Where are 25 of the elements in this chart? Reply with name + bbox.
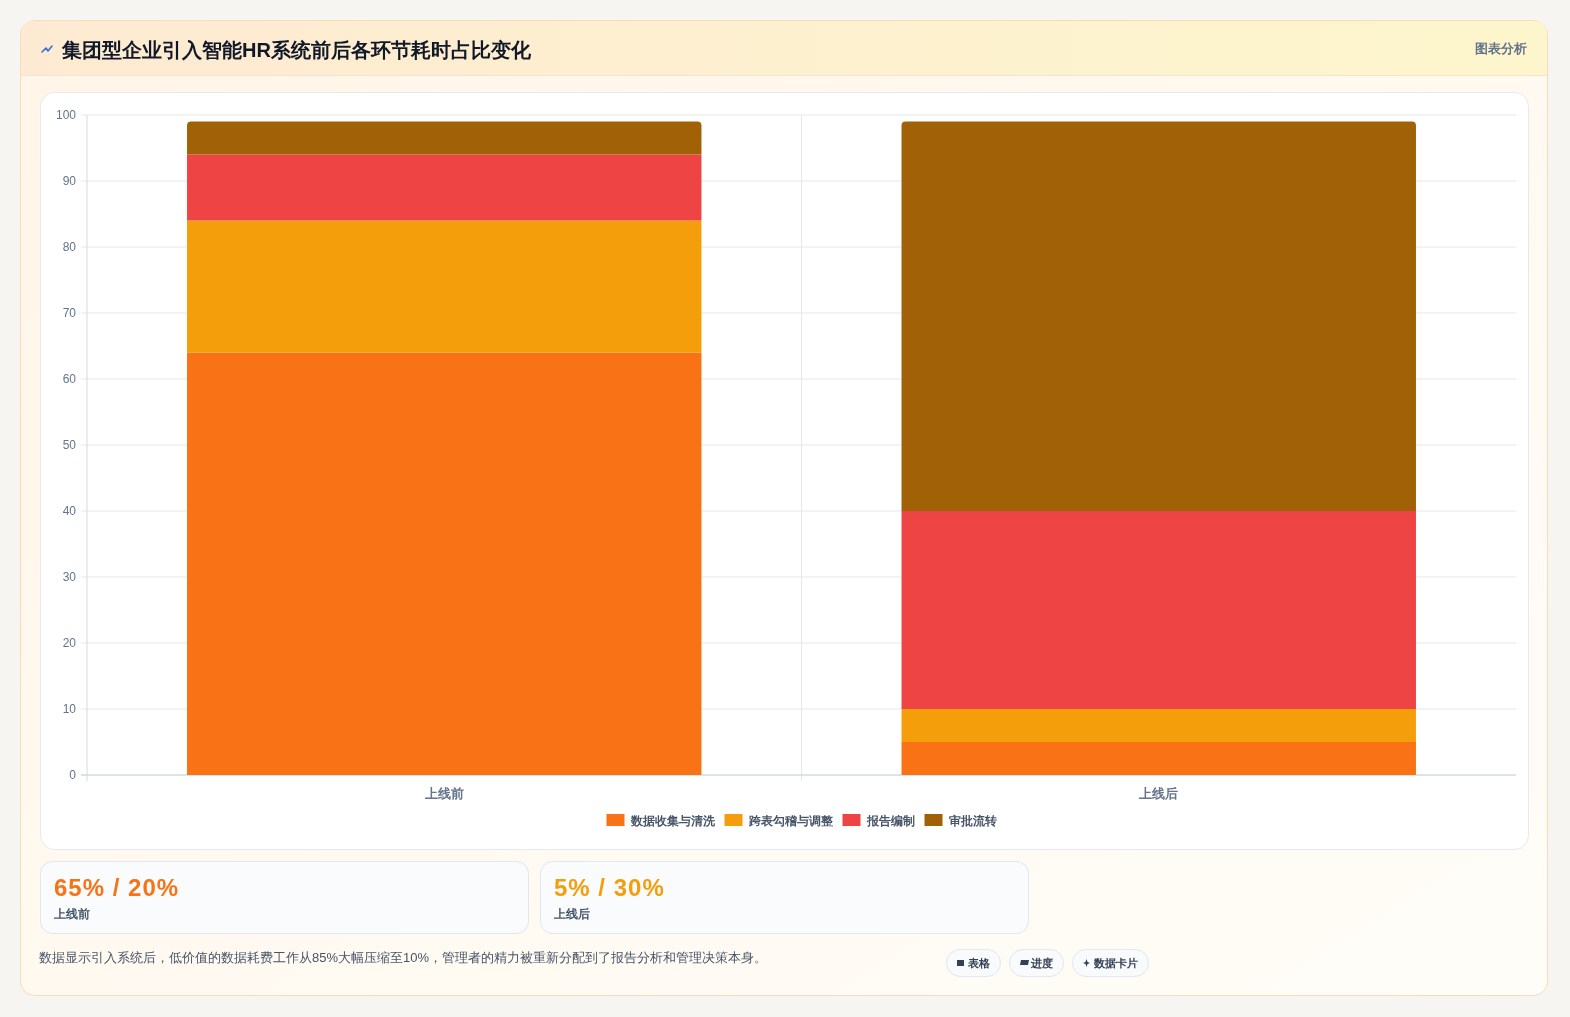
legend-label: 报告编制: [865, 813, 915, 828]
legend-label: 审批流转: [948, 813, 997, 828]
y-tick-label: 40: [62, 504, 77, 518]
text: 上线后: [553, 907, 590, 921]
y-tick-label: 20: [62, 636, 77, 650]
y-tick-label: 30: [62, 570, 77, 584]
y-tick-label: 10: [62, 702, 77, 716]
text: 5% / 30%: [554, 874, 665, 901]
legend-label: 数据收集与清洗: [629, 813, 716, 828]
y-tick-label: 50: [62, 438, 77, 452]
y-tick-label: 70: [62, 306, 77, 320]
chart-subtitle: 图表分析: [1475, 41, 1527, 56]
y-tick-label: 80: [62, 240, 77, 254]
y-tick-label: 90: [62, 174, 77, 188]
chart-title: 集团型企业引入智能HR系统前后各环节耗时占比变化: [61, 39, 532, 61]
text: 数据卡片: [1093, 957, 1138, 969]
text: 进度: [1030, 957, 1053, 969]
y-tick-label: 100: [55, 108, 77, 122]
text: 上线前: [53, 907, 90, 921]
y-tick-label: 60: [62, 372, 77, 386]
text: 表格: [967, 957, 991, 969]
text: 数据显示引入系统后，低价值的数据耗费工作从85%大幅压缩至10%，管理者的精力被重新分配到了报告分析和管理决策本身。: [39, 950, 768, 965]
text: 65% / 20%: [54, 874, 180, 901]
legend-label: 跨表勾稽与调整: [747, 813, 834, 828]
y-tick-label: 0: [69, 768, 77, 782]
